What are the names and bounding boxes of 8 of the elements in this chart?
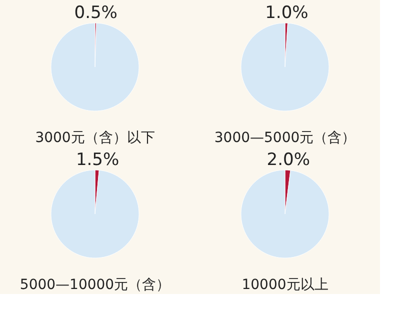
text: 10000元以上 <box>242 276 328 293</box>
data-label: 2.0% <box>266 150 310 170</box>
text: 3000—5000元（含） <box>214 130 356 146</box>
data-label: 1.5% <box>76 150 120 170</box>
data-label: 0.5% <box>74 3 118 24</box>
text: 5000—10000元（含） <box>20 276 170 293</box>
data-label: 1.0% <box>265 3 308 24</box>
text: 3000元（含）以下 <box>35 130 155 146</box>
